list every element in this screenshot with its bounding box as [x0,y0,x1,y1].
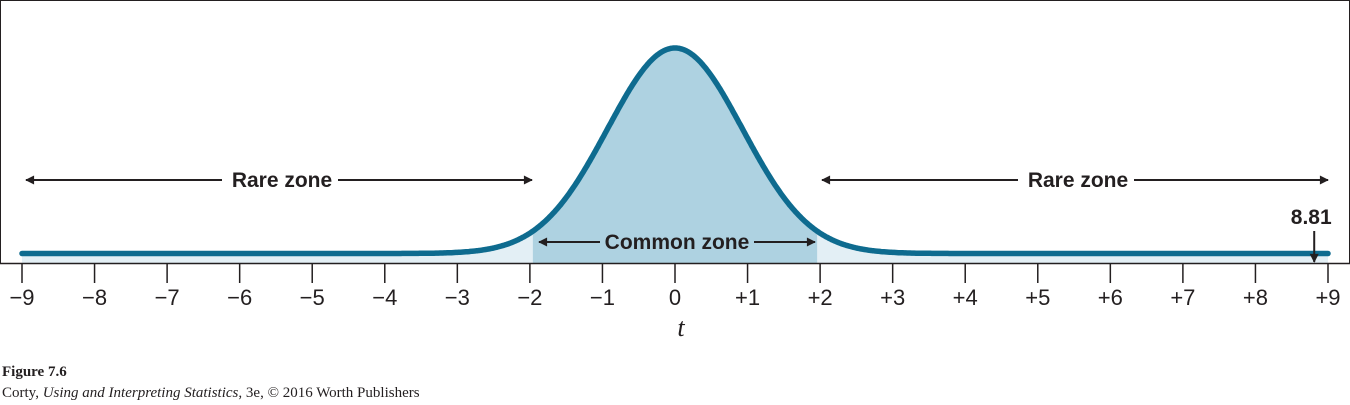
caption-publisher: , 3e, © 2016 Worth Publishers [238,385,420,401]
x-tick-label: 0 [669,285,681,310]
x-tick-label: −9 [9,285,34,310]
x-tick-label: −5 [300,285,325,310]
x-tick-label: +3 [880,285,905,310]
x-tick-label: −3 [445,285,470,310]
x-axis-variable-label: t [677,313,685,342]
figure-caption-title: Figure 7.6 [2,364,67,380]
x-axis-ticks: −9 −8 −7 −6 −5 −4 −3 −2 −1 0 +1 +2 +3 +4 +5 +6 +7 +8 +9 [9,263,1341,310]
rare-zone-right-label: Rare zone [1028,169,1128,192]
x-tick-label: +6 [1098,285,1123,310]
x-tick-label: −1 [590,285,615,310]
x-tick-label: +1 [735,285,760,310]
x-tick-label: −6 [227,285,252,310]
x-tick-label: +7 [1170,285,1195,310]
caption-book-title: Using and Interpreting Statistics [42,385,239,401]
x-tick-label: −7 [155,285,180,310]
x-tick-label: +2 [808,285,833,310]
common-zone-label: Common zone [605,231,750,254]
x-tick-label: −2 [517,285,542,310]
x-tick-label: +8 [1243,285,1268,310]
x-tick-label: −4 [372,285,397,310]
figure-caption-credit: Corty, Using and Interpreting Statistics… [2,385,420,402]
x-tick-label: −8 [82,285,107,310]
caption-author: Corty, [2,385,43,401]
x-tick-label: +5 [1025,285,1050,310]
x-tick-label: +4 [953,285,978,310]
x-tick-label: +9 [1315,285,1340,310]
t-distribution-curve [19,45,1331,257]
common-zone-fill [532,48,818,263]
rare-zone-left-label: Rare zone [232,169,332,192]
observed-value-label: 8.81 [1291,206,1332,229]
